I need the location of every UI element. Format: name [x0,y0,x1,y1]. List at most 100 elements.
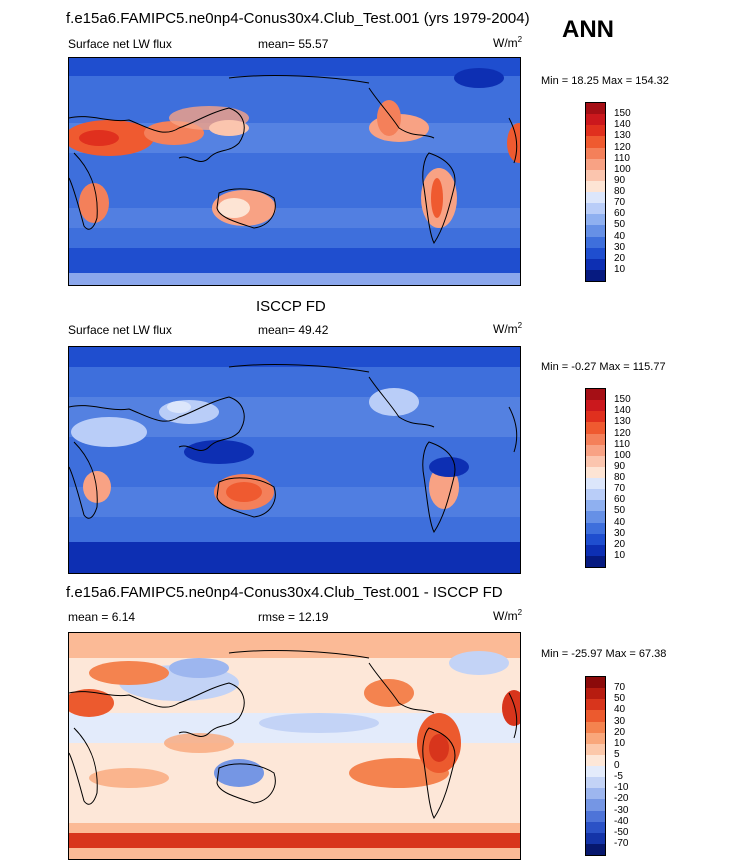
panel-diff-min-value: -25.97 [571,648,603,660]
colorbar-tick-label: 50 [614,505,626,517]
colorbar-segment [586,688,605,700]
panel-diff-mean: mean = 6.14 [68,610,135,624]
panel-diff-rmse: rmse = 12.19 [258,610,328,624]
panel-diff-units: W/m2 [493,608,523,623]
colorbar-segment [586,489,605,501]
panel-model-map [68,57,521,286]
colorbar-tick-label: 20 [614,726,626,738]
colorbar-segment [586,500,605,512]
panel-obs-min-value: -0.27 [571,361,597,373]
colorbar-tick-label: 130 [614,130,631,142]
colorbar-tick-label: 140 [614,119,631,131]
colorbar-segment [586,103,605,115]
colorbar-tick-label: -30 [614,804,629,816]
panel-obs-units: W/m2 [493,321,523,336]
colorbar-segment [586,766,605,778]
panel-obs-map-svg [69,347,520,573]
panel-diff-rmse-label: rmse = [258,610,296,624]
colorbar-segment [586,799,605,811]
panel-diff-map [68,632,521,860]
colorbar-segment [586,169,605,181]
colorbar-segment [586,832,605,844]
colorbar-segment [586,810,605,822]
colorbar-segment [586,158,605,170]
colorbar-segment [586,114,605,126]
colorbar-tick-label: 90 [614,174,626,186]
panel-model-mean-label: mean= [258,37,296,51]
panel-model-variable-label: Surface net LW flux [68,37,172,51]
colorbar-segment [586,236,605,248]
colorbar-tick-label: -20 [614,793,629,805]
colorbar-tick-label: 90 [614,460,626,472]
colorbar-tick-label: 70 [614,483,626,495]
colorbar-tick-label: 10 [614,549,626,561]
panel-model-units: W/m2 [493,35,523,50]
colorbar-tick-label: 50 [614,693,626,705]
colorbar-segment [586,247,605,259]
colorbar-tick-label: 140 [614,405,631,417]
colorbar-tick-label: -5 [614,771,623,783]
panel-model-minmax: Min = 18.25 Max = 154.32 [541,75,669,87]
colorbar-tick-label: 110 [614,438,630,450]
colorbar-tick-label: 150 [614,108,631,120]
colorbar-tick-label: 110 [614,152,630,164]
colorbar-tick-label: -50 [614,826,629,838]
colorbar-tick-label: -70 [614,837,629,849]
colorbar-segment [586,269,605,281]
panel-model-map-svg [69,58,520,285]
colorbar-segment [586,225,605,237]
colorbar-tick-label: 30 [614,241,626,253]
panel-diff-title: f.e15a6.FAMIPC5.ne0np4-Conus30x4.Club_Te… [66,584,503,601]
colorbar-tick-label: 5 [614,748,620,760]
panel-diff-map-svg [69,633,520,859]
colorbar-segment [586,555,605,567]
colorbar-segment [586,522,605,534]
colorbar-segment [586,788,605,800]
colorbar-tick-label: 10 [614,263,626,275]
panel-obs-map [68,346,521,574]
colorbar-segment [586,214,605,226]
panel-diff-max-value: 67.38 [638,648,667,660]
colorbar-segment [586,677,605,689]
colorbar-segment [586,400,605,412]
colorbar-tick-label: 120 [614,427,631,439]
colorbar-segment [586,203,605,215]
colorbar-segment [586,466,605,478]
colorbar-segment [586,389,605,401]
colorbar-tick-label: 50 [614,219,626,231]
colorbar-tick-label: 120 [614,141,631,153]
colorbar-tick-label: 40 [614,516,626,528]
season-label: ANN [562,16,614,43]
colorbar-tick-label: 40 [614,704,626,716]
colorbar-segment [586,821,605,833]
colorbar-segment [586,422,605,434]
colorbar-tick-label: 70 [614,197,626,209]
colorbar-segment [586,258,605,270]
colorbar-segment [586,444,605,456]
colorbar-tick-label: 130 [614,416,631,428]
colorbar-tick-label: 0 [614,760,620,771]
colorbar-segment [586,721,605,733]
panel-model-colorbar [585,102,606,282]
colorbar-tick-label: 80 [614,472,626,483]
colorbar-tick-label: 100 [614,163,631,175]
panel-diff-mean-value: 6.14 [111,610,136,624]
panel-obs-colorbar [585,388,606,568]
colorbar-segment [586,754,605,766]
colorbar-segment [586,455,605,467]
panel-obs-title: ISCCP FD [256,298,326,315]
panel-obs-mean-label: mean= [258,323,296,337]
panel-model-min-value: 18.25 [571,75,599,87]
panel-obs-max-value: 115.77 [632,361,666,373]
colorbar-segment [586,511,605,523]
colorbar-segment [586,732,605,744]
colorbar-segment [586,147,605,159]
colorbar-segment [586,777,605,789]
panel-diff-mean-label: mean = [68,610,109,624]
panel-obs-variable-label: Surface net LW flux [68,323,172,337]
colorbar-tick-label: 80 [614,186,626,197]
panel-diff-colorbar [585,676,606,856]
colorbar-tick-label: 150 [614,394,631,406]
panel-model-mean-value: 55.57 [298,37,329,51]
colorbar-segment [586,533,605,545]
